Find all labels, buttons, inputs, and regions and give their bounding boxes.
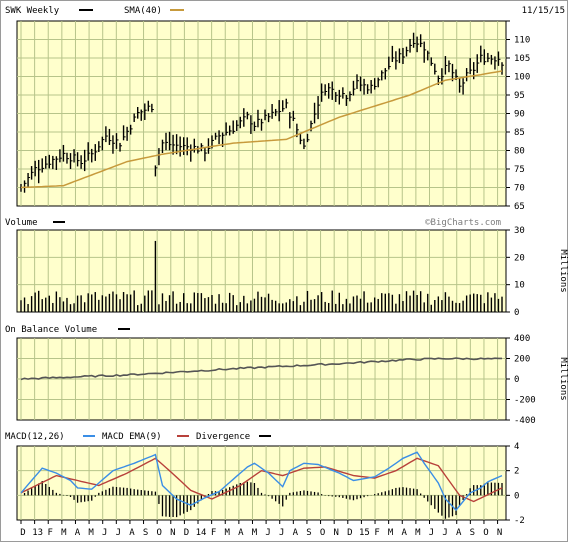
- price-ytick-label: 75: [514, 165, 525, 175]
- chart-date: 11/15/15: [522, 6, 565, 16]
- x-tick-label: J: [429, 528, 434, 538]
- x-tick-label: N: [497, 528, 502, 538]
- x-axis: D 13 F M A M J J A S O N D 14 F M A M J J A S O N D 15 F M A M J J A S O N: [20, 520, 502, 538]
- price-ytick-label: 85: [514, 128, 525, 138]
- x-tick-label: O: [156, 528, 161, 538]
- x-tick-label: N: [170, 528, 175, 538]
- volume-ylabel: Millions: [558, 249, 568, 292]
- x-tick-label: O: [483, 528, 488, 538]
- obv-ytick-label: 400: [514, 334, 530, 344]
- macd-ytick-label: 2: [514, 467, 519, 477]
- divergence-title: Divergence: [196, 432, 250, 442]
- x-tick-label: A: [238, 528, 244, 538]
- x-tick-label: A: [129, 528, 135, 538]
- macd-ytick-label: -2: [514, 516, 525, 526]
- x-tick-label: M: [61, 528, 67, 538]
- price-ytick-label: 110: [514, 36, 530, 46]
- obv-ytick-label: 200: [514, 355, 530, 365]
- x-tick-label: S: [143, 528, 148, 538]
- x-tick-label: J: [102, 528, 107, 538]
- sma-line: [20, 70, 503, 189]
- x-tick-label: A: [75, 528, 81, 538]
- x-tick-label: M: [88, 528, 94, 538]
- volume-ytick-label: 0: [514, 308, 519, 318]
- obv-title: On Balance Volume: [5, 325, 97, 335]
- macd-line: [20, 451, 503, 512]
- obv-panel: -400 -200 0 200 400: [16, 334, 536, 426]
- price-panel: 65 70 75 80 85 90 95 100 105 110: [16, 20, 530, 212]
- price-ytick-label: 90: [514, 110, 525, 120]
- macd-legend: MACD(12,26) MACD EMA(9) Divergence: [5, 432, 271, 442]
- x-tick-label: O: [320, 528, 325, 538]
- macd-panel: -2 0 2 4: [16, 442, 525, 526]
- price-ytick-label: 105: [514, 54, 530, 64]
- volume-ytick-label: 20: [514, 253, 525, 263]
- x-tick-label: 15: [359, 528, 370, 538]
- x-tick-label: 13: [32, 528, 43, 538]
- x-tick-label: S: [306, 528, 311, 538]
- macd-ytick-label: 0: [514, 491, 519, 501]
- volume-panel: 0 10 20 30: [16, 226, 525, 318]
- obv-ytick-label: 0: [514, 375, 519, 385]
- x-tick-label: F: [211, 528, 216, 538]
- obv-ylabel: Millions: [558, 357, 568, 400]
- x-tick-label: J: [279, 528, 284, 538]
- sma-label: SMA(40): [124, 6, 162, 16]
- macd-ema-title: MACD EMA(9): [102, 432, 162, 442]
- price-ytick-label: 100: [514, 73, 530, 83]
- x-tick-label: D: [20, 528, 25, 538]
- x-tick-label: A: [456, 528, 462, 538]
- x-tick-label: N: [333, 528, 338, 538]
- volume-title: Volume: [5, 218, 38, 228]
- obv-ytick-label: -200: [514, 396, 536, 406]
- volume-legend: Volume ©BigCharts.com: [5, 218, 501, 228]
- x-tick-label: M: [252, 528, 258, 538]
- volume-ytick-label: 10: [514, 281, 525, 291]
- x-tick-label: J: [442, 528, 447, 538]
- price-ytick-label: 95: [514, 91, 525, 101]
- obv-line: [20, 357, 502, 381]
- price-ytick-label: 70: [514, 184, 525, 194]
- obv-ytick-label: -400: [514, 416, 536, 426]
- x-tick-label: F: [48, 528, 53, 538]
- x-tick-label: M: [225, 528, 231, 538]
- volume-ytick-label: 30: [514, 226, 525, 236]
- x-tick-label: J: [116, 528, 121, 538]
- symbol-label: SWK Weekly: [5, 6, 60, 16]
- x-tick-label: M: [388, 528, 394, 538]
- x-tick-label: J: [265, 528, 270, 538]
- x-tick-label: 14: [196, 528, 207, 538]
- obv-legend: On Balance Volume: [5, 325, 130, 335]
- price-ytick-label: 65: [514, 202, 525, 212]
- price-legend: SWK Weekly SMA(40) 11/15/15: [5, 6, 565, 16]
- x-tick-label: D: [347, 528, 352, 538]
- x-tick-label: D: [184, 528, 189, 538]
- price-ytick-label: 80: [514, 147, 525, 157]
- macd-title: MACD(12,26): [5, 432, 65, 442]
- x-tick-label: F: [374, 528, 379, 538]
- watermark: ©BigCharts.com: [425, 218, 501, 228]
- x-tick-label: A: [293, 528, 299, 538]
- x-tick-label: A: [402, 528, 408, 538]
- macd-ytick-label: 4: [514, 442, 519, 452]
- x-tick-label: M: [415, 528, 421, 538]
- x-tick-label: S: [470, 528, 475, 538]
